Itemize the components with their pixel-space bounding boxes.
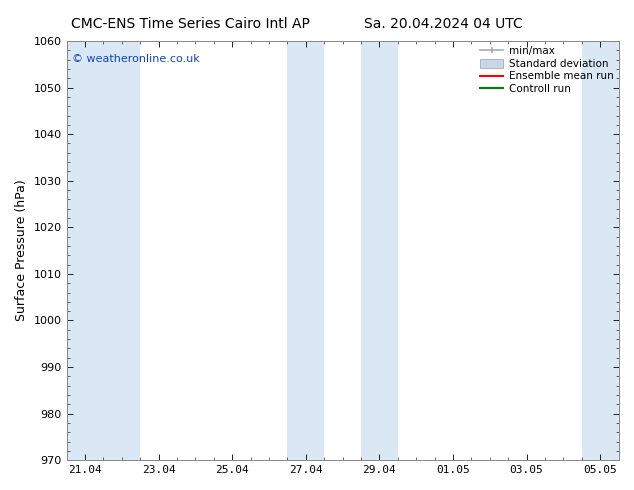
Bar	[67, 41, 103, 460]
Bar	[287, 41, 324, 460]
Bar	[103, 41, 140, 460]
Bar	[361, 41, 398, 460]
Bar	[582, 41, 619, 460]
Text: CMC-ENS Time Series Cairo Intl AP: CMC-ENS Time Series Cairo Intl AP	[71, 17, 309, 31]
Y-axis label: Surface Pressure (hPa): Surface Pressure (hPa)	[15, 180, 28, 321]
Text: Sa. 20.04.2024 04 UTC: Sa. 20.04.2024 04 UTC	[365, 17, 523, 31]
Legend: min/max, Standard deviation, Ensemble mean run, Controll run: min/max, Standard deviation, Ensemble me…	[478, 44, 616, 96]
Text: © weatheronline.co.uk: © weatheronline.co.uk	[72, 53, 200, 64]
